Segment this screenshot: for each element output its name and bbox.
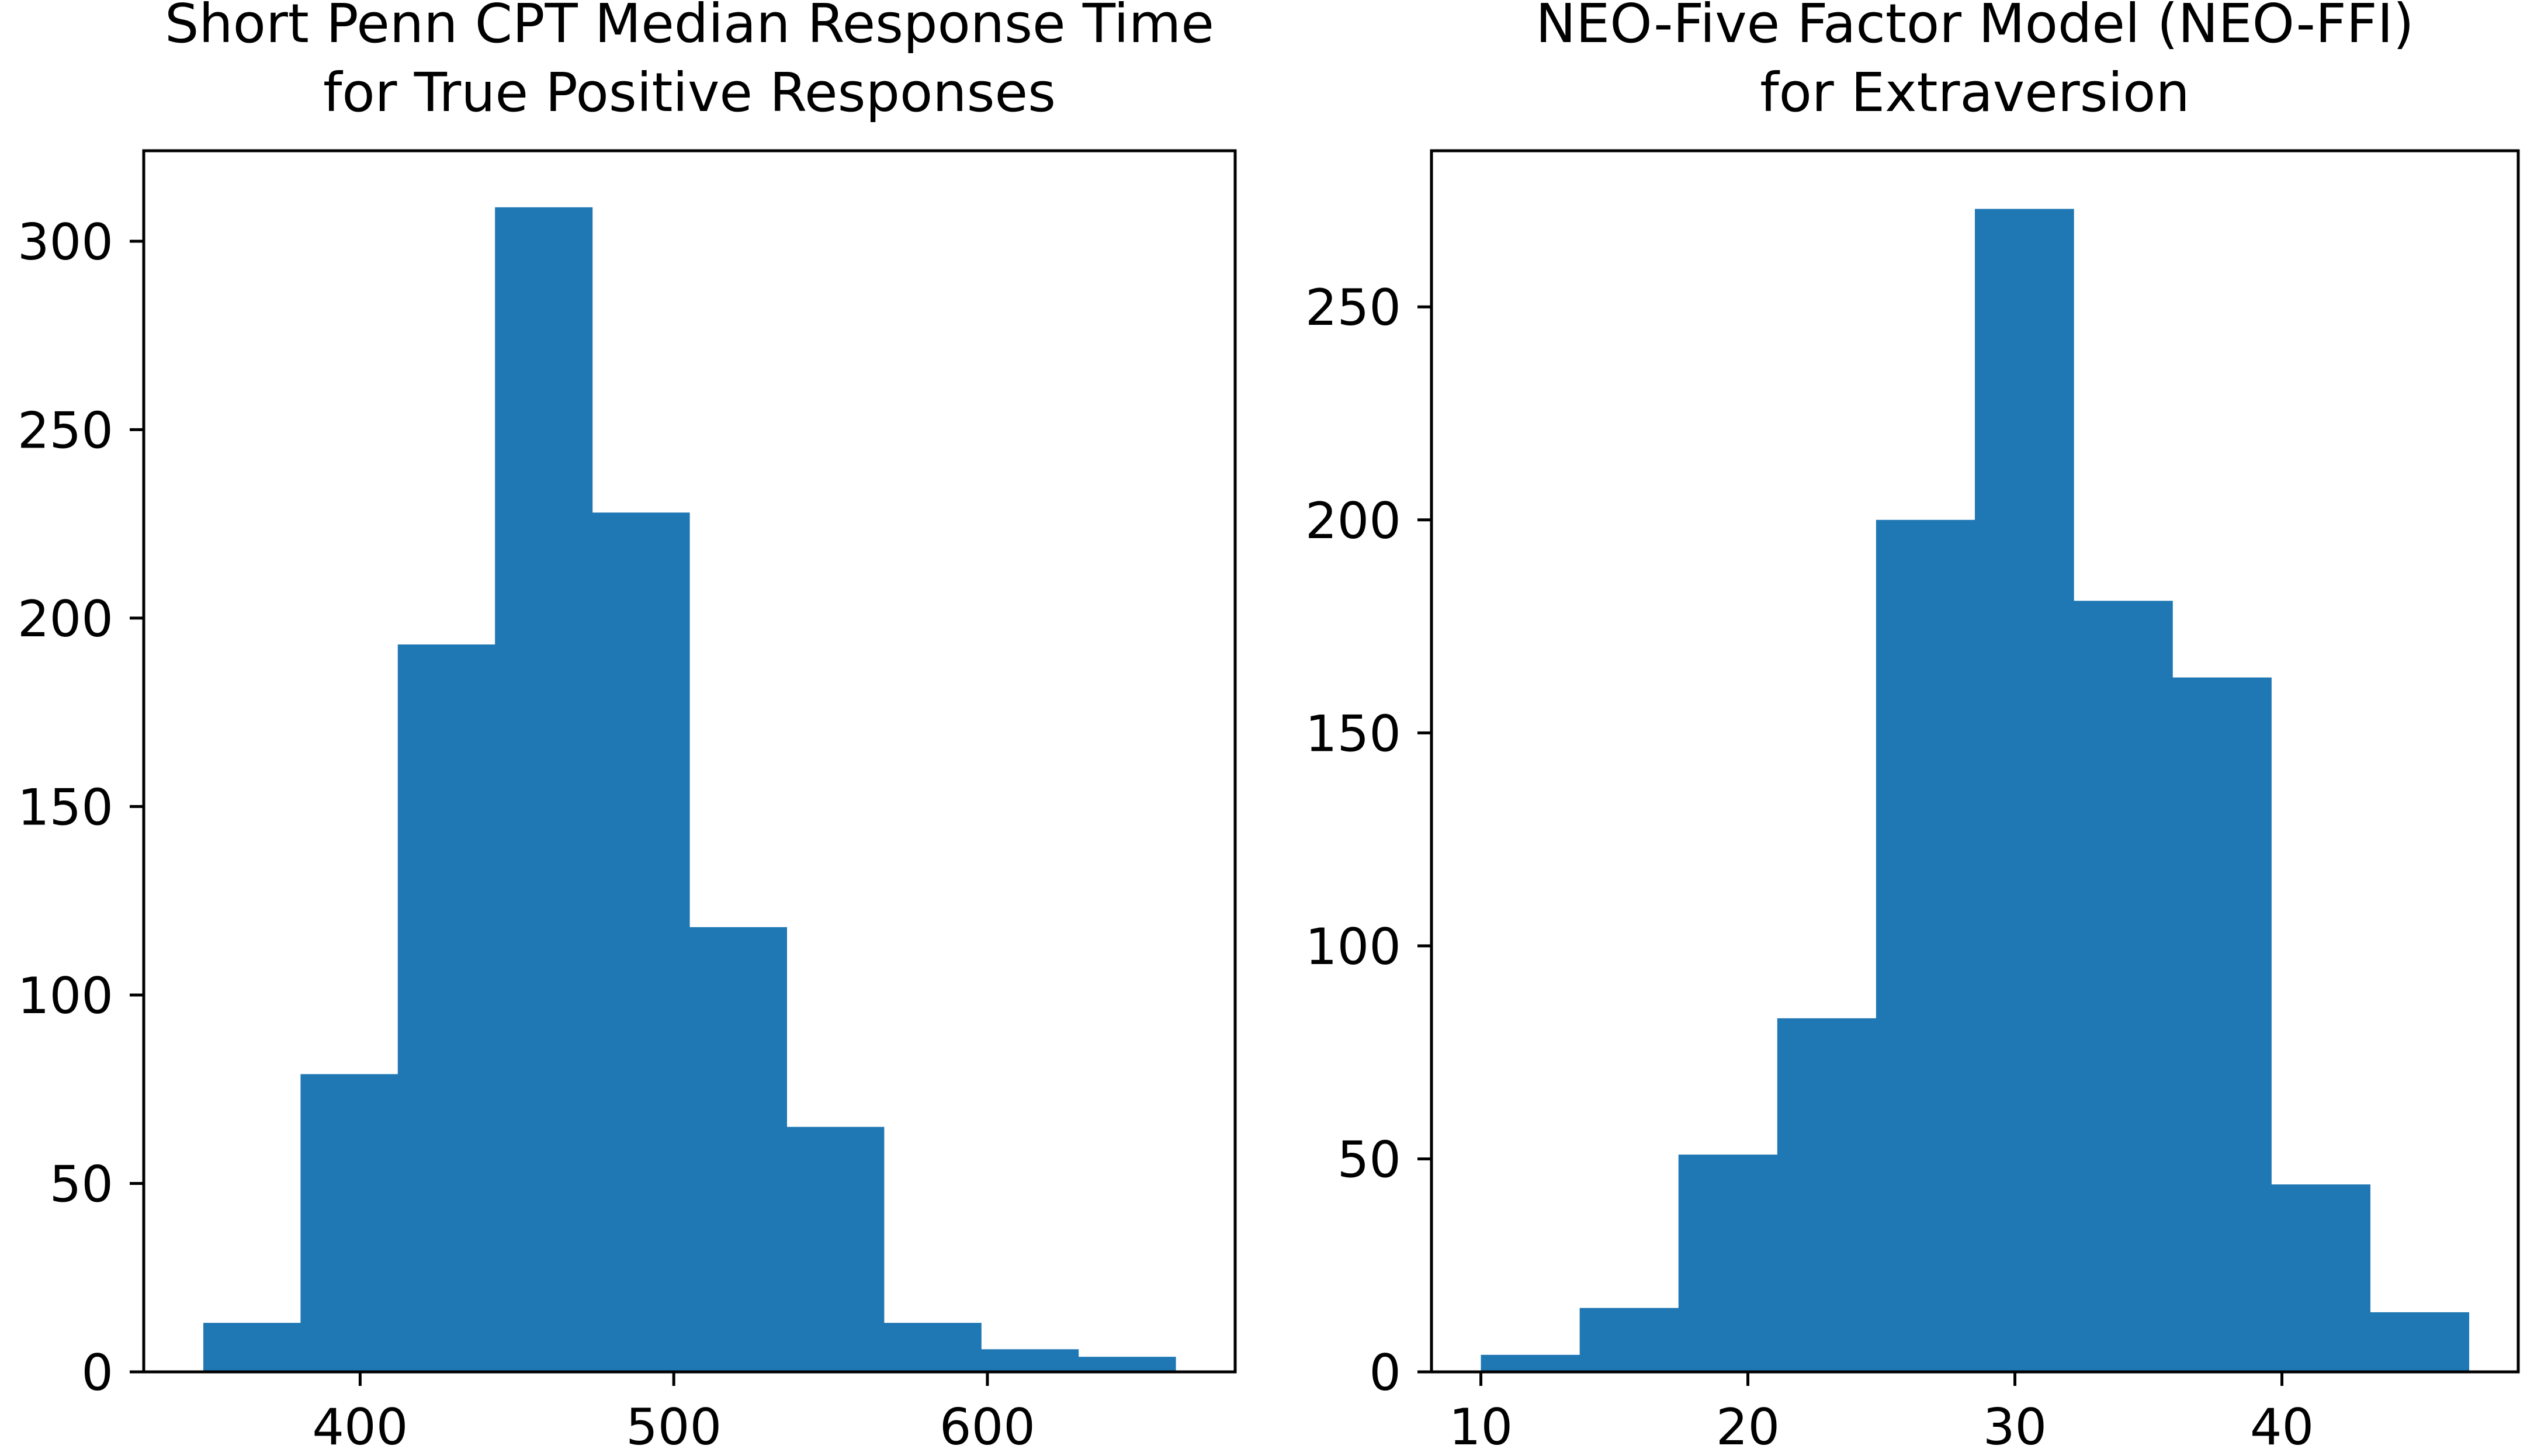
histogram-bar [397,644,495,1372]
histogram-bar [2370,1312,2470,1372]
y-tick-label: 250 [18,401,113,460]
y-tick-label: 50 [50,1155,113,1214]
y-tick-label: 150 [18,778,113,837]
y-tick-label: 0 [1369,1344,1401,1402]
chart-title-line: NEO-Five Factor Model (NEO-FFI) [1535,0,2414,55]
axes-frame [1430,149,2520,1374]
chart-1: 400 500 600 0 50 100 150 200 250 300 Short Penn CP… [18,0,1237,1456]
x-tick-label: 400 [312,1398,408,1456]
x-tick-label: 20 [1716,1398,1780,1456]
histogram-bar [2271,1184,2370,1372]
y-tick-label: 200 [1305,492,1401,550]
histogram-bar [786,1126,885,1372]
histogram-bar [1078,1357,1176,1372]
chart-title-line: Short Penn CPT Median Response Time [165,0,1214,55]
histogram-bar [1975,209,2074,1372]
y-tick-label: 150 [1305,705,1401,763]
histogram-bar [203,1323,301,1372]
histogram-bar [1876,519,1975,1372]
y-tick-label: 200 [18,590,113,649]
x-tick-label: 600 [940,1398,1035,1456]
x-tick-label: 500 [626,1398,722,1456]
histogram-bar [1678,1155,1778,1372]
y-tick-label: 300 [18,213,113,272]
histogram-bar [689,927,788,1372]
chart-title: NEO-Five Factor Model (NEO-FFI) for Extra… [1535,0,2414,124]
y-tick-label: 0 [81,1344,113,1402]
chart-title-line: for Extraversion [1760,61,2190,124]
axes-frame [142,149,1237,1374]
chart-title: Short Penn CPT Median Response Time for T… [165,0,1214,124]
x-tick-label: 10 [1449,1398,1513,1456]
histogram-bar [2074,601,2173,1372]
chart-2: 10 20 30 40 0 50 100 150 200 250 NEO-Five Factor M… [1305,0,2520,1456]
histogram-bar [495,207,593,1372]
histogram-bar [1481,1354,1580,1372]
x-tick-label: 30 [1983,1398,2047,1456]
y-tick-label: 100 [18,967,113,1025]
histogram-bar [1777,1018,1877,1372]
histogram-bar [1579,1308,1679,1372]
histogram-bar [981,1349,1079,1372]
histogram-bar [883,1323,982,1372]
chart-title-line: for True Positive Responses [323,61,1056,124]
histogram-bar [592,512,690,1372]
y-tick-label: 50 [1337,1131,1401,1189]
y-tick-label: 100 [1305,918,1401,976]
histogram-bar [300,1074,398,1372]
x-tick-label: 40 [2250,1398,2314,1456]
y-tick-label: 250 [1305,279,1401,337]
histogram-bar [2172,677,2272,1372]
